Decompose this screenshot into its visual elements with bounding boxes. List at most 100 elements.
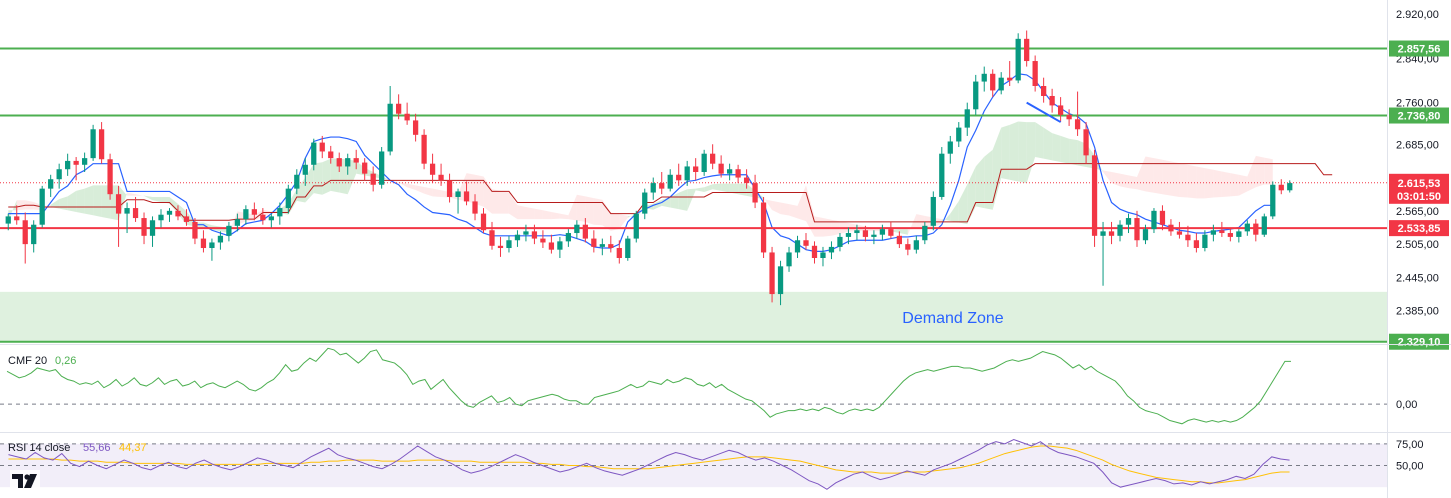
- candle[interactable]: [947, 135, 953, 164]
- candle[interactable]: [905, 238, 911, 256]
- rsi-pane[interactable]: RSI 14 close 55,66 44,37 75,00 50,00: [0, 439, 1424, 490]
- candle[interactable]: [557, 236, 563, 258]
- candle[interactable]: [1227, 227, 1233, 242]
- candle[interactable]: [760, 196, 767, 258]
- candle[interactable]: [862, 225, 869, 242]
- cmf-legend[interactable]: CMF 20 0,26: [8, 355, 76, 367]
- candle[interactable]: [1253, 219, 1259, 242]
- candle[interactable]: [73, 157, 79, 181]
- candle[interactable]: [81, 152, 88, 172]
- candle[interactable]: [396, 94, 402, 120]
- candle[interactable]: [1041, 77, 1047, 103]
- candle[interactable]: [514, 230, 521, 247]
- candle[interactable]: [1074, 91, 1081, 136]
- candle[interactable]: [548, 234, 555, 254]
- candle[interactable]: [1236, 229, 1242, 243]
- candle[interactable]: [1066, 109, 1072, 126]
- candle[interactable]: [438, 163, 444, 186]
- candle[interactable]: [990, 69, 996, 98]
- candle[interactable]: [888, 221, 894, 239]
- candle[interactable]: [786, 246, 792, 272]
- candle[interactable]: [345, 153, 351, 175]
- rsi-legend[interactable]: RSI 14 close 55,66 44,37: [8, 442, 147, 454]
- candle[interactable]: [964, 102, 970, 136]
- candle[interactable]: [1125, 213, 1132, 234]
- candle[interactable]: [845, 227, 852, 245]
- candle[interactable]: [319, 135, 325, 159]
- candle[interactable]: [149, 216, 156, 247]
- candle[interactable]: [777, 260, 784, 306]
- candle[interactable]: [421, 129, 427, 170]
- candle[interactable]: [107, 153, 113, 200]
- candle[interactable]: [650, 177, 656, 200]
- candle[interactable]: [260, 208, 266, 225]
- candle[interactable]: [1278, 179, 1284, 195]
- candle[interactable]: [1134, 210, 1140, 247]
- candle[interactable]: [302, 158, 308, 186]
- candle[interactable]: [735, 164, 741, 184]
- candle[interactable]: [939, 147, 945, 200]
- candle[interactable]: [480, 208, 487, 234]
- candle[interactable]: [311, 138, 317, 171]
- candle[interactable]: [226, 221, 232, 242]
- candle[interactable]: [1100, 221, 1106, 286]
- candle[interactable]: [234, 213, 241, 232]
- candle[interactable]: [1032, 55, 1038, 92]
- candle[interactable]: [370, 166, 376, 192]
- candle[interactable]: [65, 153, 71, 176]
- candle[interactable]: [14, 205, 20, 225]
- candle[interactable]: [659, 172, 665, 195]
- candle[interactable]: [1151, 208, 1157, 234]
- candle[interactable]: [506, 235, 512, 253]
- candle[interactable]: [1108, 221, 1115, 245]
- candle[interactable]: [183, 209, 190, 226]
- candle[interactable]: [1024, 30, 1030, 67]
- candle[interactable]: [531, 224, 538, 245]
- candle[interactable]: [429, 153, 436, 184]
- candle[interactable]: [497, 236, 504, 257]
- candle[interactable]: [455, 188, 461, 214]
- candle[interactable]: [98, 122, 105, 164]
- candle[interactable]: [217, 231, 224, 250]
- candle[interactable]: [1202, 230, 1208, 252]
- candle[interactable]: [209, 238, 215, 261]
- candle[interactable]: [565, 229, 572, 247]
- candle[interactable]: [328, 145, 334, 164]
- candle[interactable]: [701, 149, 707, 176]
- candle[interactable]: [192, 218, 198, 245]
- cmf-pane[interactable]: CMF 20 0,26 0,00: [0, 347, 1417, 425]
- candle[interactable]: [820, 246, 826, 267]
- candle[interactable]: [285, 184, 291, 214]
- candle[interactable]: [896, 231, 902, 249]
- candle[interactable]: [1270, 181, 1276, 220]
- candle[interactable]: [412, 113, 419, 142]
- candle[interactable]: [1159, 205, 1166, 231]
- candle[interactable]: [871, 230, 877, 245]
- candle[interactable]: [676, 163, 682, 186]
- candle[interactable]: [743, 169, 750, 189]
- candle[interactable]: [540, 230, 546, 249]
- candle[interactable]: [404, 102, 410, 125]
- candle[interactable]: [115, 185, 122, 247]
- candle[interactable]: [913, 235, 919, 254]
- candle[interactable]: [166, 208, 173, 222]
- candle[interactable]: [794, 235, 801, 258]
- candle[interactable]: [828, 241, 835, 260]
- candle[interactable]: [1287, 180, 1293, 193]
- candle[interactable]: [1210, 224, 1217, 242]
- candle[interactable]: [591, 230, 597, 253]
- candle[interactable]: [489, 221, 495, 250]
- candle[interactable]: [1117, 220, 1123, 242]
- candle[interactable]: [463, 181, 470, 206]
- candle[interactable]: [379, 147, 385, 189]
- candlesticks[interactable]: [5, 30, 1293, 306]
- candle[interactable]: [251, 202, 257, 221]
- candle[interactable]: [1049, 88, 1055, 113]
- candle[interactable]: [811, 241, 818, 264]
- candle[interactable]: [158, 209, 164, 228]
- candle[interactable]: [684, 160, 690, 186]
- candle[interactable]: [956, 122, 962, 148]
- candle[interactable]: [294, 169, 300, 195]
- candle[interactable]: [22, 212, 28, 264]
